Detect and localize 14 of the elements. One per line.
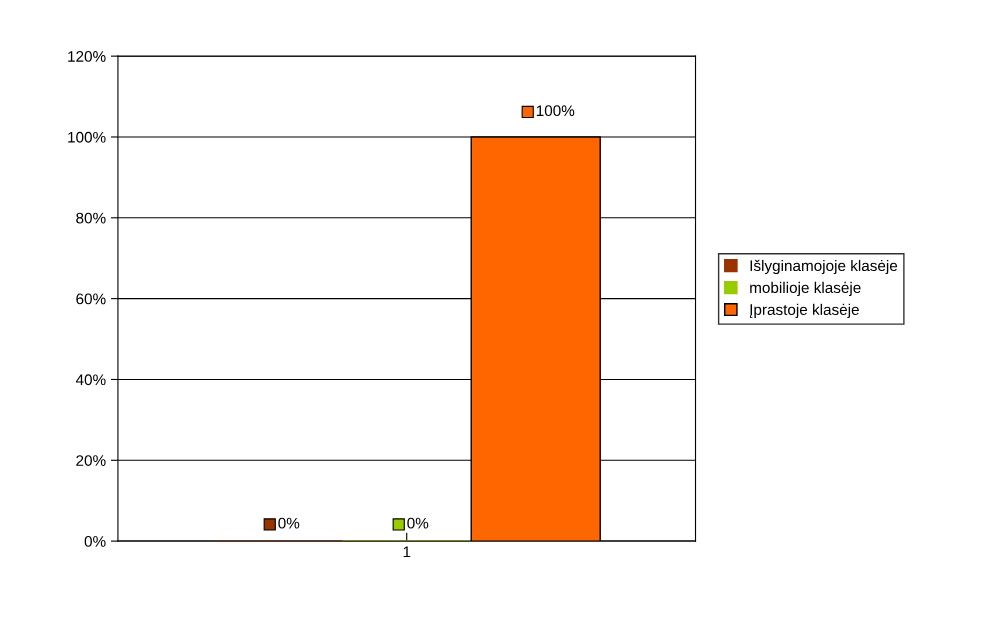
data-label: 100% (536, 105, 575, 117)
y-tick-label: 100% (68, 131, 106, 143)
data-label: 0% (278, 517, 300, 529)
y-tick-label: 20% (76, 455, 106, 466)
y-tick-label: 60% (76, 293, 106, 305)
x-tick-label: 1 (403, 546, 411, 558)
legend-label: Išlyginamojoje klasėje (750, 259, 898, 275)
y-tick-label: 0% (84, 535, 106, 547)
legend-label: Įprastoje klasėje (749, 303, 859, 319)
data-label: 0% (407, 517, 429, 529)
legend-label: mobilioje klasėje (750, 281, 861, 297)
y-tick-label: 40% (75, 374, 106, 386)
y-tick-label: 80% (76, 212, 106, 224)
y-tick-label: 120% (68, 51, 106, 62)
